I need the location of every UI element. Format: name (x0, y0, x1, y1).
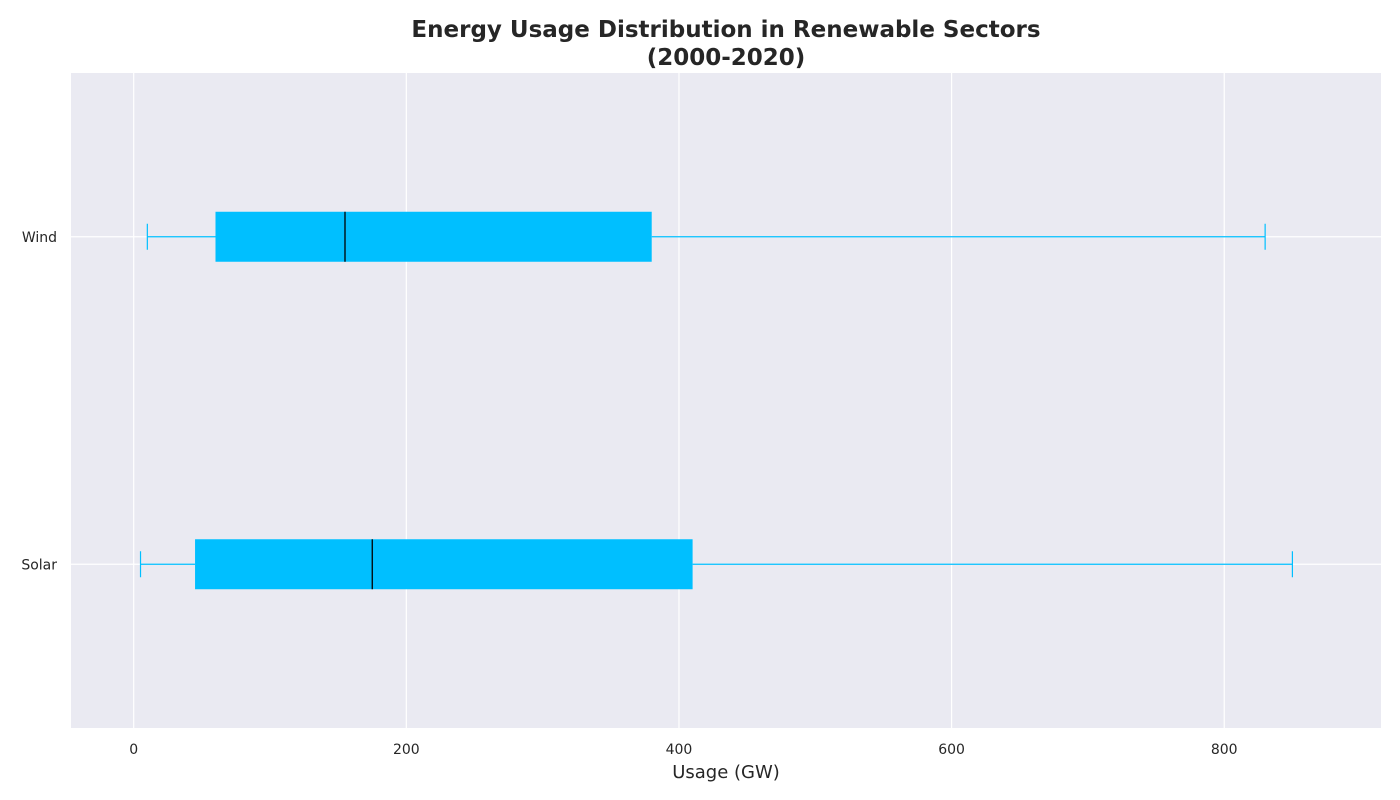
box-wind (146, 211, 1266, 262)
y-tick-label-wind: Wind (22, 230, 57, 246)
x-tick-label-400: 400 (666, 742, 693, 758)
y-tick-label-solar: Solar (21, 557, 57, 573)
x-axis-ticks: 0 200 400 600 800 (129, 742, 1237, 758)
x-tick-label-200: 200 (393, 742, 420, 758)
chart-title-line-2: (2000-2020) (647, 45, 806, 71)
y-axis-ticks: Solar Wind (21, 230, 57, 574)
x-tick-label-600: 600 (938, 742, 965, 758)
box-solar (139, 539, 1293, 590)
chart-title-line-1: Energy Usage Distribution in Renewable S… (411, 17, 1040, 43)
x-axis-label: Usage (GW) (672, 762, 780, 783)
chart-title: Energy Usage Distribution in Renewable S… (411, 17, 1040, 71)
iqr-box-wind (215, 211, 652, 262)
iqr-box-solar (195, 539, 693, 590)
box-series (139, 211, 1293, 590)
x-tick-label-800: 800 (1211, 742, 1238, 758)
plot-area (71, 73, 1381, 728)
x-tick-label-0: 0 (129, 742, 138, 758)
